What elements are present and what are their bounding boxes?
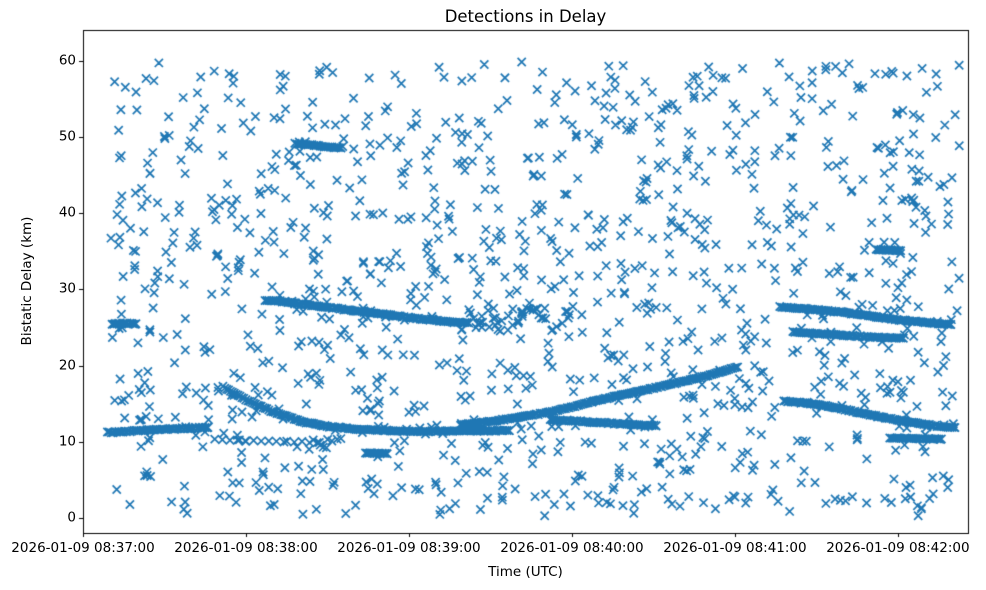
x-tick-label: 2026-01-09 08:37:00	[11, 540, 155, 556]
x-tick-label: 2026-01-09 08:40:00	[500, 540, 644, 556]
x-tick-label: 2026-01-09 08:38:00	[174, 540, 318, 556]
y-tick-label: 10	[58, 433, 76, 450]
y-tick-label: 60	[58, 52, 76, 69]
x-tick-label: 2026-01-09 08:42:00	[826, 540, 970, 556]
y-tick-label: 40	[58, 205, 76, 222]
y-tick-label: 30	[58, 281, 76, 298]
y-tick-labels: 0 10 20 30 40 50 60	[0, 0, 76, 590]
x-tick-label: 2026-01-09 08:39:00	[337, 540, 481, 556]
chart-title: Detections in Delay	[444, 7, 607, 26]
y-tick-label: 50	[58, 128, 76, 145]
y-tick-label: 0	[67, 509, 76, 526]
x-tick-label: 2026-01-09 08:41:00	[663, 540, 807, 556]
y-tick-label: 20	[58, 357, 76, 374]
x-tick-labels: 2026-01-09 08:37:00 2026-01-09 08:38:00 20…	[0, 540, 986, 558]
x-axis-label: Time (UTC)	[488, 564, 563, 580]
